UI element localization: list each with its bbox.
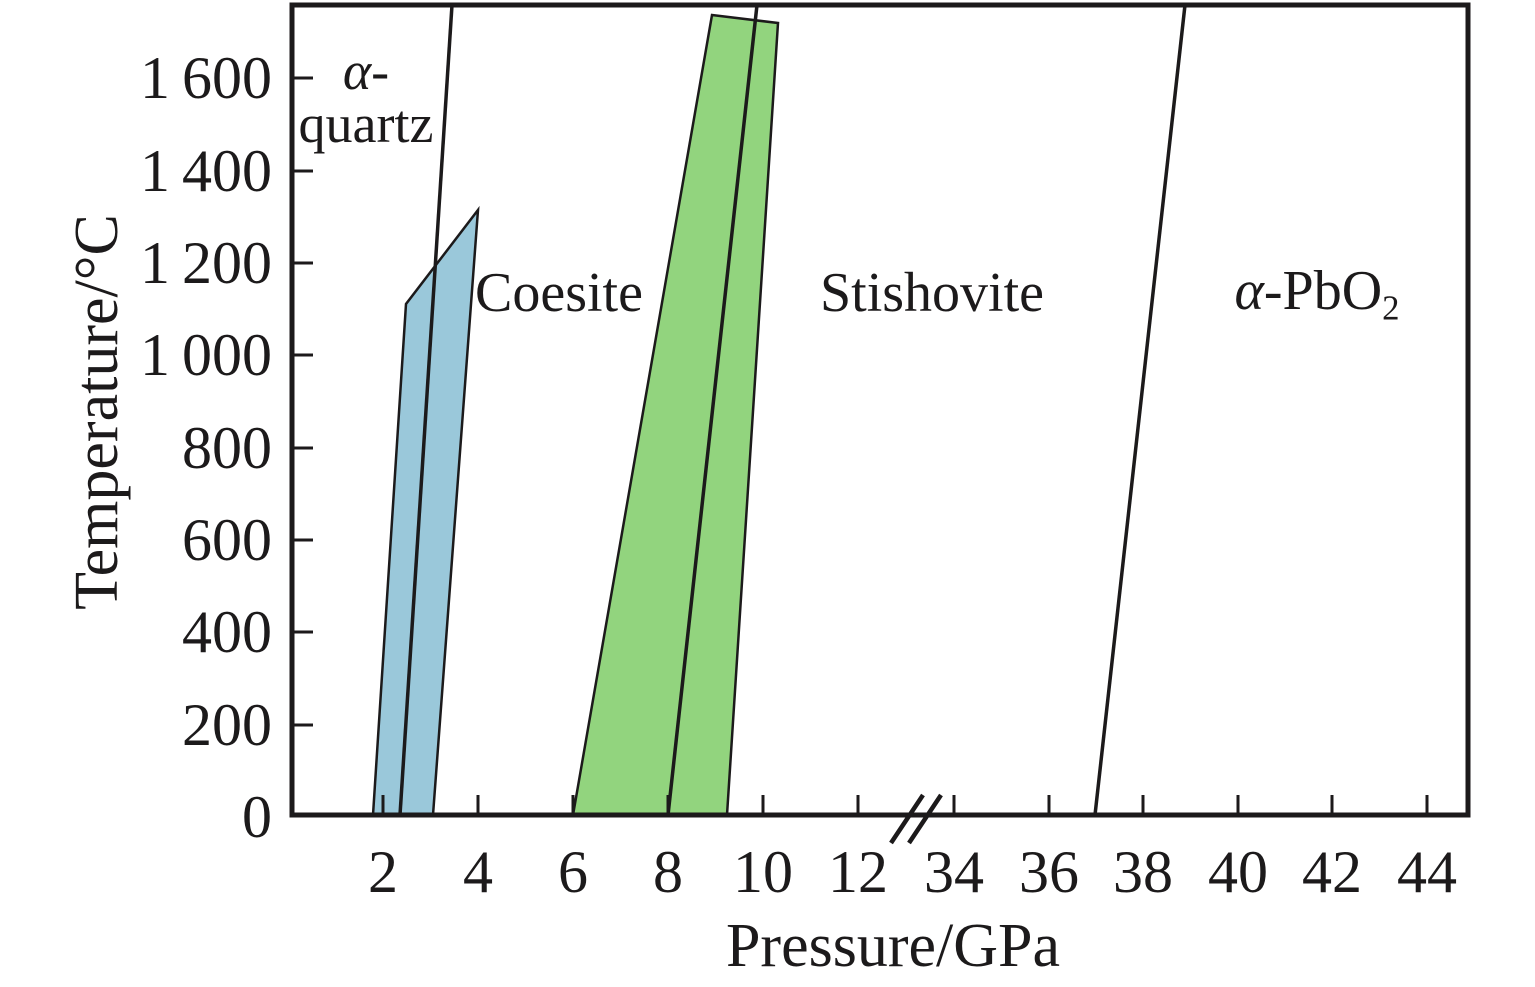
x-axis-ticks: [381, 795, 1429, 815]
y-tick-label-1400: 1 400: [139, 138, 272, 204]
y-tick-label-1600: 1 600: [139, 45, 272, 111]
x-tick-label-42: 42: [1302, 839, 1362, 905]
y-tick-label-400: 400: [182, 599, 272, 665]
x-axis-title: Pressure/GPa: [725, 912, 1061, 980]
x-tick-label-8: 8: [653, 839, 683, 905]
x-tick-label-34: 34: [924, 839, 984, 905]
pbo2-alpha: α: [1234, 260, 1264, 322]
region-label-stishovite: Stishovite: [819, 262, 1045, 324]
x-tick-label-38: 38: [1113, 839, 1173, 905]
x-tick-label-10: 10: [733, 839, 793, 905]
x-tick-label-2: 2: [368, 839, 398, 905]
region-label-alpha-quartz: α- quartz: [216, 44, 516, 154]
coesite-stishovite-uncertainty-band: [571, 13, 780, 817]
pbo2-base: -PbO: [1263, 260, 1383, 322]
x-tick-label-36: 36: [1019, 839, 1079, 905]
x-tick-label-40: 40: [1208, 839, 1268, 905]
alpha-quartz-line2: quartz: [298, 94, 434, 154]
axis-break-slash: [907, 793, 943, 845]
x-tick-label-6: 6: [558, 839, 588, 905]
y-axis-title: Temperature/°C: [63, 214, 131, 610]
x-tick-label-4: 4: [463, 839, 493, 905]
coesite-stishovite-boundary-line: [666, 4, 759, 816]
x-tick-label-12: 12: [828, 839, 888, 905]
region-label-coesite: Coesite: [475, 262, 643, 324]
y-tick-label-600: 600: [182, 507, 272, 573]
stishovite-pbo2-boundary-line: [1093, 4, 1187, 816]
pbo2-subscript: 2: [1382, 288, 1400, 328]
y-tick-label-1000: 1 000: [139, 322, 272, 388]
plot-frame: [289, 2, 1471, 818]
y-tick-label-200: 200: [182, 692, 272, 758]
axis-break-slash: [889, 793, 925, 845]
y-tick-label-1200: 1 200: [139, 230, 272, 296]
region-label-alpha-pbo2: α-PbO2: [1167, 262, 1467, 337]
y-axis-ticks: [292, 76, 313, 727]
alpha-quartz-line1: α-: [342, 41, 390, 101]
y-tick-label-0: 0: [242, 784, 272, 850]
axis-break-mark: [889, 793, 943, 845]
quartz-coesite-boundary-line: [398, 4, 454, 816]
y-tick-label-800: 800: [182, 415, 272, 481]
x-tick-label-44: 44: [1397, 839, 1457, 905]
